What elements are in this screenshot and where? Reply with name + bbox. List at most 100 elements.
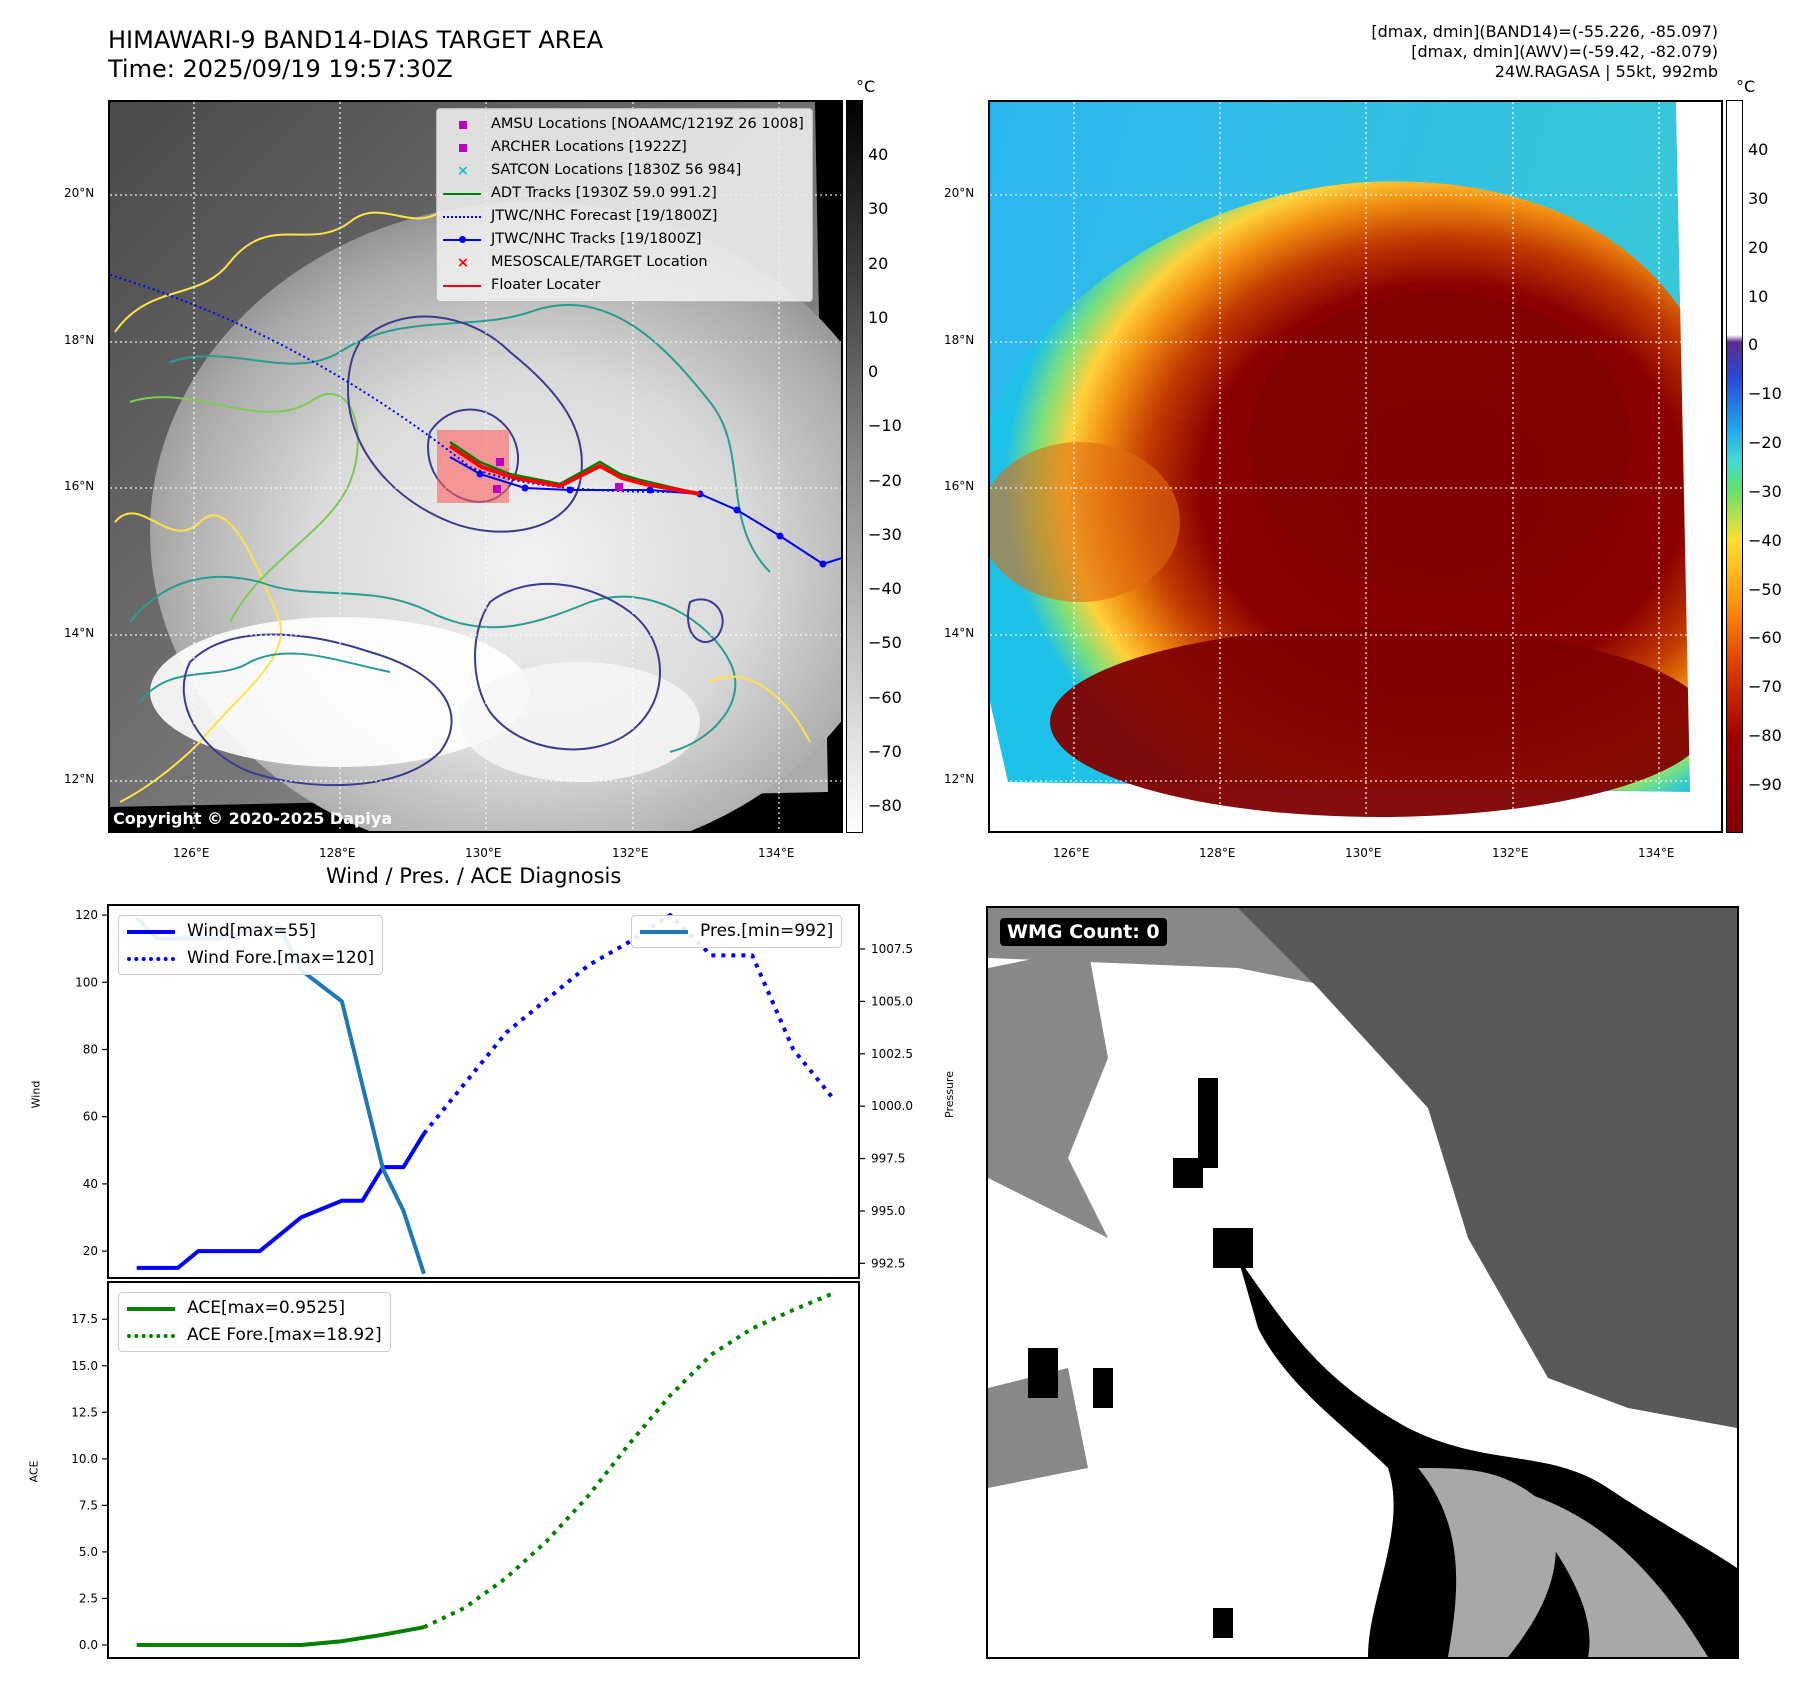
wmg-gray-patch-1 bbox=[988, 948, 1108, 1238]
colorbar-left-tick: −10 bbox=[868, 416, 902, 436]
ytick-label: 60 bbox=[83, 1110, 98, 1124]
colorbar-right-tick: 10 bbox=[1748, 286, 1769, 306]
wmg-panel bbox=[986, 906, 1739, 1659]
legend-adt: ADT Tracks [1930Z 59.0 991.2] bbox=[443, 182, 804, 205]
colorbar-right-tick: −70 bbox=[1748, 677, 1782, 697]
series-line-wind bbox=[136, 1132, 426, 1270]
ytick-label: 15.0 bbox=[71, 1359, 98, 1373]
pressure-ylabel: Pressure bbox=[942, 1071, 956, 1118]
legend-floater: Floater Locater bbox=[443, 274, 804, 297]
wmg-black-cell-3 bbox=[1213, 1228, 1253, 1268]
lat-label-14: 14°N bbox=[64, 626, 95, 640]
floater-track bbox=[448, 444, 701, 496]
ytick-right-label: 992.5 bbox=[871, 1256, 905, 1270]
color-map bbox=[990, 102, 1721, 831]
ytick-right-label: 1005.0 bbox=[871, 994, 913, 1008]
ytick-label: 100 bbox=[75, 975, 98, 989]
colorbar-right-tick: 0 bbox=[1748, 335, 1759, 355]
wmg-count-badge: WMG Count: 0 bbox=[1000, 918, 1167, 946]
legend-ace: ACE[max=0.9525] bbox=[127, 1295, 382, 1322]
storm-info: 24W.RAGASA | 55kt, 992mb bbox=[1494, 62, 1718, 81]
colorbar-right-tick: −40 bbox=[1748, 530, 1782, 550]
colorbar-left-unit: °C bbox=[856, 77, 876, 96]
wmg-black-cell-5 bbox=[1093, 1368, 1113, 1408]
lon-label-130: 130°E bbox=[465, 846, 502, 860]
series-line-wind-fore- bbox=[422, 913, 836, 1135]
ytick-label: 20 bbox=[83, 1244, 98, 1258]
legend-amsu: AMSU Locations [NOAAMC/1219Z 26 1008] bbox=[443, 113, 804, 136]
adt-track bbox=[449, 440, 701, 496]
ytick-label: 80 bbox=[83, 1042, 98, 1056]
wmg-dark-region bbox=[1238, 908, 1737, 1428]
colorbar-left-tick: −70 bbox=[868, 741, 902, 761]
ytick-label: 120 bbox=[75, 908, 98, 922]
color-lat-label-18: 18°N bbox=[944, 333, 975, 347]
ytick-label: 2.5 bbox=[79, 1591, 98, 1605]
band14-stats: [dmax, dmin](BAND14)=(-55.226, -85.097) bbox=[1371, 22, 1718, 41]
colorbar-left-tick: 10 bbox=[868, 307, 889, 327]
colorbar-left bbox=[846, 100, 863, 833]
colorbar-left-tick: −80 bbox=[868, 796, 902, 815]
lat-label-16: 16°N bbox=[64, 479, 95, 493]
ytick-label: 40 bbox=[83, 1177, 98, 1191]
colorbar-left-tick: −40 bbox=[868, 579, 902, 598]
ace-yticks: 0.0 2.5 5.0 7.5 10.0 12.5 15.0 17.5 bbox=[71, 1312, 108, 1652]
wmg-lightgray-patch-2 bbox=[1508, 1488, 1708, 1657]
lon-label-132: 132°E bbox=[612, 846, 649, 860]
pressure-yticks: 992.5 995.0 997.5 1000.0 1002.5 1005.0 1007.5 bbox=[859, 942, 913, 1270]
legend-ace-fore: ACE Fore.[max=18.92] bbox=[127, 1322, 382, 1349]
ytick-label: 12.5 bbox=[71, 1405, 98, 1419]
ytick-label: 7.5 bbox=[79, 1498, 98, 1512]
ace-series bbox=[136, 1290, 836, 1647]
color-lat-label-12: 12°N bbox=[944, 772, 975, 786]
lon-label-134: 134°E bbox=[758, 846, 795, 860]
ytick-right-label: 1007.5 bbox=[871, 942, 913, 956]
ace-legend: ACE[max=0.9525] ACE Fore.[max=18.92] bbox=[118, 1292, 391, 1352]
colorbar-left-tick: 30 bbox=[868, 199, 889, 219]
colorbar-left-tick: 20 bbox=[868, 253, 889, 273]
colorbar-right-tick: −20 bbox=[1748, 433, 1782, 453]
colorbar-left-tick: −30 bbox=[868, 524, 902, 544]
map-legend: AMSU Locations [NOAAMC/1219Z 26 1008] AR… bbox=[436, 108, 813, 302]
colorbar-right-tick: −60 bbox=[1748, 628, 1782, 648]
color-map-gridlines bbox=[990, 102, 1721, 831]
jtwc-track-points bbox=[476, 470, 827, 568]
legend-pres: Pres.[min=992] bbox=[640, 918, 833, 945]
ytick-label: 0.0 bbox=[79, 1638, 98, 1652]
ytick-label: 17.5 bbox=[71, 1312, 98, 1326]
wind-ylabel: Wind bbox=[29, 1080, 43, 1109]
color-lon-label-128: 128°E bbox=[1199, 846, 1236, 860]
outer-band bbox=[990, 442, 1180, 602]
cold-cloud-band bbox=[1050, 627, 1710, 817]
wmg-black-cell-4 bbox=[1028, 1348, 1058, 1398]
legend-wind-fore: Wind Fore.[max=120] bbox=[127, 945, 374, 972]
lat-label-18: 18°N bbox=[64, 333, 95, 347]
copyright-label: Copyright © 2020-2025 Dapiya bbox=[113, 809, 393, 828]
color-lon-label-132: 132°E bbox=[1492, 846, 1529, 860]
lat-label-12: 12°N bbox=[64, 772, 95, 786]
colorbar-right-tick: −10 bbox=[1748, 384, 1782, 404]
legend-mesoscale: × MESOSCALE/TARGET Location bbox=[456, 254, 708, 271]
color-lat-label-14: 14°N bbox=[944, 626, 975, 640]
lat-label-20: 20°N bbox=[64, 186, 95, 200]
amsu-archer-points bbox=[493, 458, 623, 493]
colorbar-right-tick: −50 bbox=[1748, 579, 1782, 599]
figure-title: HIMAWARI-9 BAND14-DIAS TARGET AREA Time: … bbox=[108, 26, 603, 84]
eyewall-region bbox=[1250, 292, 1630, 592]
bright-cloud-band-2 bbox=[460, 662, 700, 782]
awv-stats: [dmax, dmin](AWV)=(-59.42, -82.079) bbox=[1411, 42, 1718, 61]
wmg-grid bbox=[988, 908, 1737, 1657]
wind-legend: Wind[max=55] Wind Fore.[max=120] bbox=[118, 915, 384, 975]
jtwc-track bbox=[449, 456, 841, 566]
wind-yticks: 20 40 60 80 100 120 bbox=[75, 908, 108, 1258]
colorbar-left-tick: −20 bbox=[868, 470, 902, 490]
colorbar-right-tick: −30 bbox=[1748, 481, 1782, 501]
ytick-right-label: 1000.0 bbox=[871, 1099, 913, 1113]
no-data-strip bbox=[1676, 102, 1721, 831]
colorbar-left-tick: 40 bbox=[868, 145, 889, 164]
ytick-right-label: 995.0 bbox=[871, 1204, 905, 1218]
color-lon-label-134: 134°E bbox=[1638, 846, 1675, 860]
colorbar-right-tick: −90 bbox=[1748, 775, 1782, 794]
pressure-legend: Pres.[min=992] bbox=[631, 915, 843, 948]
ytick-right-label: 997.5 bbox=[871, 1152, 905, 1166]
